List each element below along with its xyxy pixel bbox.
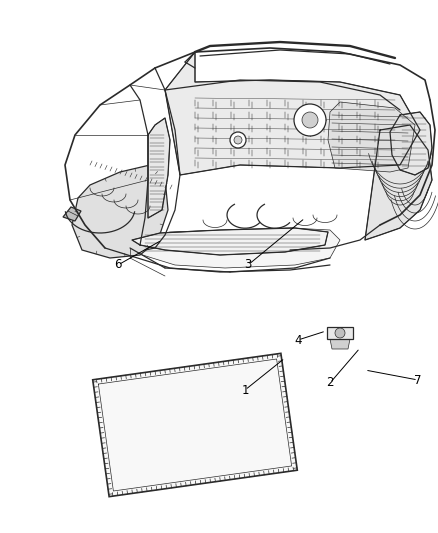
Polygon shape (63, 207, 81, 221)
Polygon shape (132, 228, 328, 255)
Circle shape (335, 328, 345, 338)
Polygon shape (165, 52, 420, 175)
Polygon shape (110, 228, 340, 268)
Polygon shape (328, 102, 415, 172)
Circle shape (234, 136, 242, 144)
Polygon shape (365, 125, 432, 240)
Polygon shape (148, 118, 170, 218)
Circle shape (294, 104, 326, 136)
Polygon shape (390, 112, 432, 175)
Text: 6: 6 (114, 259, 122, 271)
Circle shape (230, 132, 246, 148)
Text: 3: 3 (244, 259, 252, 271)
Polygon shape (330, 339, 350, 349)
Text: 4: 4 (294, 334, 302, 346)
Text: 7: 7 (414, 374, 422, 386)
Circle shape (302, 112, 318, 128)
Polygon shape (327, 327, 353, 339)
Text: 1: 1 (241, 384, 249, 397)
Polygon shape (93, 353, 297, 497)
Polygon shape (72, 165, 168, 258)
Text: 2: 2 (326, 376, 334, 390)
